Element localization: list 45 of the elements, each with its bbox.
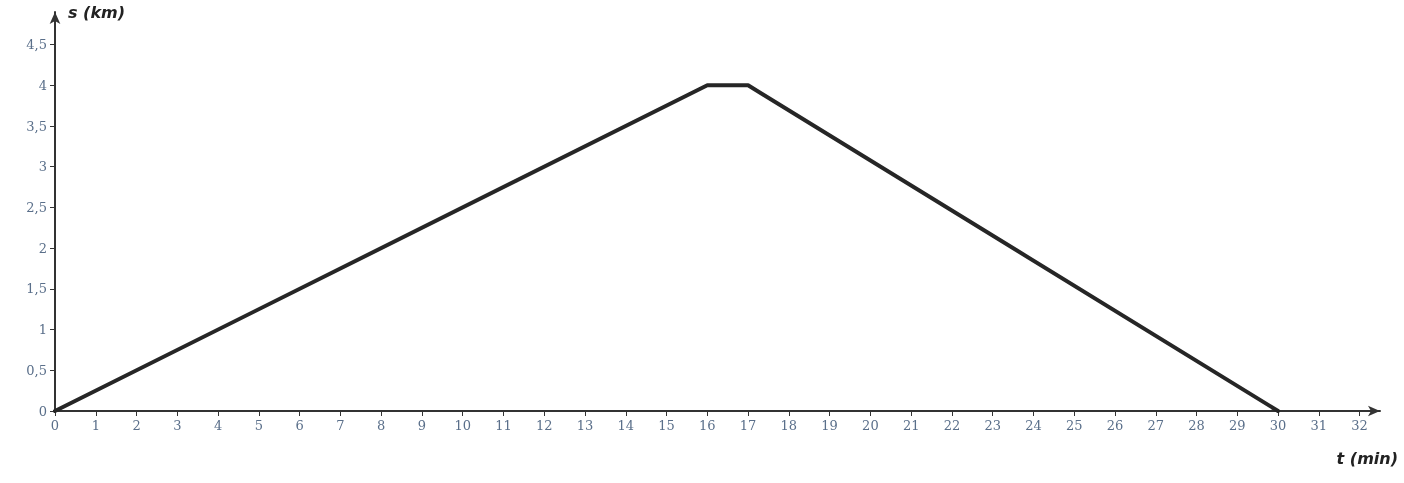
x-tick-label: 27 [1147, 418, 1165, 433]
y-axis-title: s (km) [68, 2, 126, 22]
x-tick-label: 9 [417, 418, 427, 433]
x-tick-label: 7 [336, 418, 345, 433]
x-tick-label: 15 [658, 418, 675, 433]
x-tick-label: 25 [1065, 418, 1083, 433]
y-tick-label: 3 [38, 159, 47, 175]
x-tick-label: 12 [535, 418, 553, 433]
x-tick-label: 1 [91, 418, 100, 433]
y-tick-label: 4 [38, 77, 47, 93]
x-tick-label: 3 [173, 418, 182, 433]
x-tick-label: 28 [1188, 418, 1205, 433]
x-tick-label: 29 [1229, 418, 1246, 433]
x-tick-label: 21 [902, 418, 920, 433]
x-tick-label: 14 [617, 418, 635, 433]
y-tick-label: 1,5 [26, 281, 47, 297]
x-tick-label: 32 [1351, 418, 1368, 433]
x-axis-title: t (min) [1336, 448, 1398, 468]
x-tick-label: 13 [576, 418, 594, 433]
y-tick-label: 4,5 [26, 37, 47, 53]
x-tick-label: 23 [984, 418, 1001, 433]
x-tick-label: 5 [254, 418, 263, 433]
x-tick-label: 8 [377, 418, 386, 433]
y-tick-label: 0 [38, 403, 47, 419]
x-tick-label: 10 [454, 418, 471, 433]
x-tick-label: 24 [1025, 418, 1042, 433]
y-tick-label: 0,5 [26, 362, 47, 378]
x-tick-label: 26 [1106, 418, 1124, 433]
x-tick-label: 17 [739, 418, 757, 433]
y-tick-label: 2,5 [26, 199, 47, 215]
x-tick-label: 20 [862, 418, 879, 433]
y-tick-label: 1 [38, 322, 47, 338]
x-tick-label: 19 [821, 418, 838, 433]
x-tick-label: 6 [295, 418, 304, 433]
x-tick-label: 30 [1269, 418, 1287, 433]
x-tick-label: 16 [699, 418, 716, 433]
x-tick-label: 2 [132, 418, 141, 433]
x-tick-label: 0 [50, 418, 60, 433]
y-tick-label: 2 [38, 240, 47, 256]
x-tick-label: 31 [1310, 418, 1328, 433]
x-tick-label: 4 [213, 418, 223, 433]
x-tick-label: 18 [780, 418, 798, 433]
y-tick-label: 3,5 [26, 118, 47, 134]
x-tick-label: 22 [943, 418, 961, 433]
x-tick-label: 11 [495, 418, 512, 433]
